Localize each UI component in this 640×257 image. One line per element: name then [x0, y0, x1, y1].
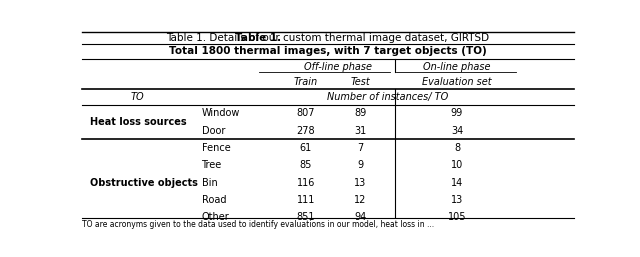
- Text: 14: 14: [451, 178, 463, 188]
- Text: Table 1. Details of our custom thermal image dataset, GIRTSD: Table 1. Details of our custom thermal i…: [166, 33, 490, 43]
- Text: 12: 12: [354, 195, 367, 205]
- Text: Bin: Bin: [202, 178, 217, 188]
- Text: TO are acronyms given to the data used to identify evaluations in our model, hea: TO are acronyms given to the data used t…: [83, 220, 435, 229]
- Text: Test: Test: [350, 77, 370, 87]
- Text: 7: 7: [357, 143, 364, 153]
- Text: 9: 9: [357, 160, 364, 170]
- Text: Total 1800 thermal images, with 7 target objects (TO): Total 1800 thermal images, with 7 target…: [169, 46, 487, 56]
- Text: Tree: Tree: [202, 160, 222, 170]
- Text: 851: 851: [296, 212, 315, 222]
- Text: 10: 10: [451, 160, 463, 170]
- Text: Other: Other: [202, 212, 229, 222]
- Text: 13: 13: [354, 178, 366, 188]
- Text: 99: 99: [451, 108, 463, 118]
- Text: Table 1.: Table 1.: [236, 33, 282, 43]
- Text: 807: 807: [296, 108, 315, 118]
- Text: Number of instances/ TO: Number of instances/ TO: [327, 92, 448, 102]
- Text: 278: 278: [296, 126, 315, 136]
- Text: 61: 61: [300, 143, 312, 153]
- Text: TO: TO: [130, 92, 144, 102]
- Text: 34: 34: [451, 126, 463, 136]
- Text: 105: 105: [448, 212, 466, 222]
- Text: Door: Door: [202, 126, 225, 136]
- Text: 89: 89: [354, 108, 366, 118]
- Text: Obstructive objects: Obstructive objects: [90, 178, 198, 188]
- Text: Road: Road: [202, 195, 226, 205]
- Text: 116: 116: [296, 178, 315, 188]
- Text: Off-line phase: Off-line phase: [304, 62, 372, 72]
- Text: 94: 94: [354, 212, 366, 222]
- Text: Evaluation set: Evaluation set: [422, 77, 492, 87]
- Text: Window: Window: [202, 108, 240, 118]
- Text: 31: 31: [354, 126, 366, 136]
- Text: 13: 13: [451, 195, 463, 205]
- Text: 111: 111: [296, 195, 315, 205]
- Text: Heat loss sources: Heat loss sources: [90, 117, 186, 127]
- Text: 85: 85: [300, 160, 312, 170]
- Text: 8: 8: [454, 143, 460, 153]
- Text: Train: Train: [294, 77, 317, 87]
- Text: Fence: Fence: [202, 143, 230, 153]
- Text: On-line phase: On-line phase: [423, 62, 491, 72]
